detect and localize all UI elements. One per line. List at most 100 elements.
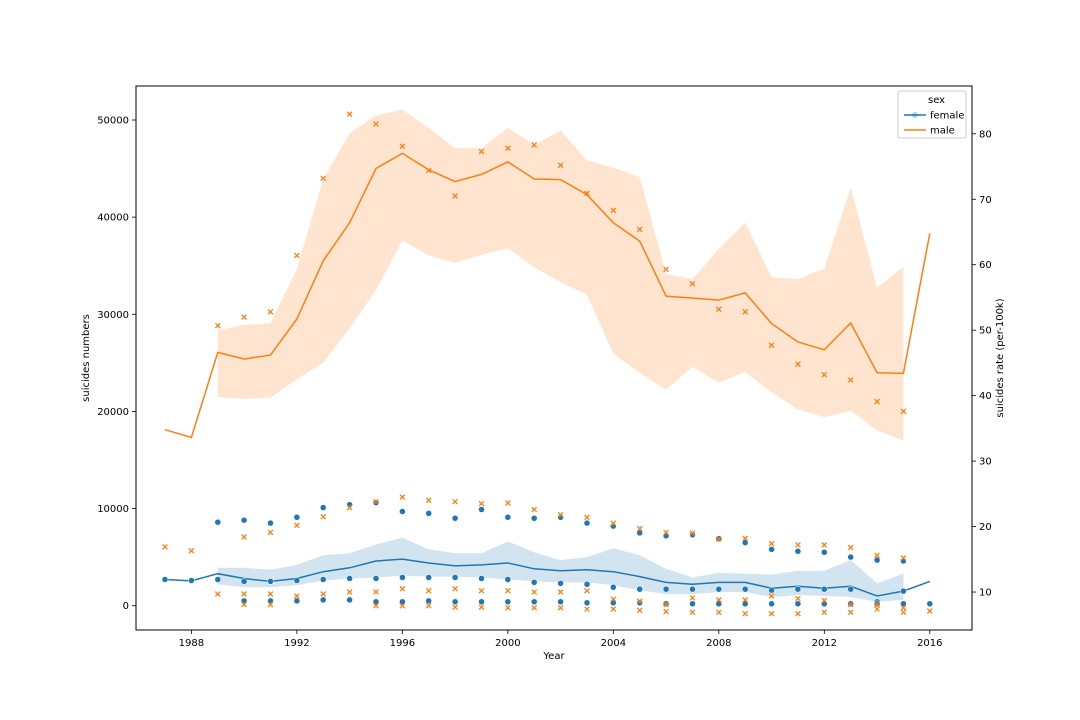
scatter-point-female	[188, 577, 195, 584]
scatter-point-female	[821, 600, 828, 608]
scatter-point-female	[504, 514, 512, 521]
x-tick-label: 2016	[917, 638, 942, 649]
y-right-tick-label: 10	[979, 588, 992, 599]
ci-bands	[217, 109, 904, 602]
scatter-point-male	[584, 587, 590, 594]
scatter-point-male	[821, 609, 828, 616]
scatter-point-male	[346, 504, 353, 511]
scatter-point-male	[847, 544, 854, 551]
scatter-point-male	[267, 601, 274, 608]
series-line-female	[164, 558, 931, 597]
scatter-point-female	[319, 596, 327, 604]
legend-box	[897, 90, 967, 139]
scatter-point-male	[663, 608, 669, 615]
scatter-point-female	[451, 574, 459, 581]
scatter-point-male	[689, 595, 696, 601]
scatter-point-female	[900, 587, 907, 595]
scatter-point-male	[504, 500, 511, 506]
scatter-point-male	[531, 589, 538, 595]
scatter-point-male	[294, 593, 300, 599]
scatter-point-female	[319, 576, 327, 583]
scatter-point-female	[240, 516, 248, 524]
scatter-point-female	[741, 585, 749, 593]
scatter-point-male	[715, 306, 722, 313]
scatter-point-female	[530, 579, 538, 586]
scatter-point-female	[161, 576, 169, 583]
scatter-point-female	[847, 585, 854, 593]
scatter-point-male	[373, 498, 379, 505]
scatter-point-male	[425, 587, 432, 594]
y-right-tick-label: 30	[979, 457, 992, 468]
scatter-point-male	[610, 596, 617, 603]
scatter-point-male	[294, 252, 300, 259]
scatter-point-female	[346, 575, 353, 582]
x-tick-label: 2004	[601, 638, 626, 649]
scatter-point-male	[452, 585, 458, 592]
scatter-point-male	[346, 589, 353, 595]
scatter-point-male	[584, 606, 590, 612]
scatter-point-male	[715, 536, 722, 542]
scatter-point-male	[742, 308, 749, 315]
scatter-point-male	[795, 361, 801, 368]
scatter-point-male	[742, 535, 749, 542]
scatter-point-male	[399, 494, 406, 500]
y-axis-left: 0 10000 20000 30000 40000 50000	[97, 116, 136, 612]
y-left-tick-label: 20000	[97, 407, 129, 418]
scatter-point-male	[214, 591, 221, 597]
scatter-point-male	[452, 193, 458, 199]
scatter-point-male	[241, 601, 247, 608]
scatter-point-female	[768, 600, 775, 608]
scatter-point-female	[768, 546, 775, 553]
scatter-point-female	[794, 585, 802, 593]
scatter-point-male	[663, 266, 669, 273]
scatter-point-female	[583, 599, 591, 607]
scatter-point-male	[768, 342, 775, 349]
y-right-tick-label: 40	[979, 391, 992, 402]
scatter-point-female	[715, 585, 723, 593]
scatter-point-male	[188, 547, 195, 554]
scatter-point-female	[425, 597, 432, 605]
scatter-point-male	[900, 555, 907, 561]
scatter-point-female	[214, 576, 222, 583]
legend-entry-male: male	[904, 126, 955, 137]
ci-band-female	[217, 537, 904, 602]
scatter-point-female	[873, 556, 881, 564]
scatter-point-male	[399, 143, 406, 150]
scatter-point-male	[768, 540, 775, 547]
scatter-point-female	[610, 584, 617, 591]
x-tick-label: 1996	[390, 638, 415, 649]
x-tick-label: 2012	[812, 638, 837, 649]
legend-label-male: male	[930, 126, 955, 137]
scatter-point-male	[425, 167, 432, 174]
scatter-point-female	[399, 508, 406, 515]
scatter-point-male	[663, 601, 669, 608]
scatter-point-male	[636, 226, 643, 233]
scatter-point-male	[900, 609, 907, 616]
scatter-point-female	[478, 575, 485, 582]
scatter-point-male	[425, 497, 432, 504]
scatter-point-female	[399, 598, 406, 606]
scatter-point-male	[742, 610, 749, 617]
scatter-markers	[161, 111, 934, 617]
scatter-point-female	[293, 514, 301, 521]
scatter-point-male	[821, 597, 828, 604]
scatter-point-male	[874, 398, 880, 405]
legend-label-female: female	[930, 111, 964, 122]
scatter-point-male	[478, 604, 485, 610]
scatter-point-male	[636, 525, 643, 532]
y-axis-right-label: suicides rate (per-100k)	[995, 298, 1006, 417]
scatter-point-male	[531, 142, 538, 148]
scatter-point-male	[689, 530, 696, 536]
scatter-point-female	[425, 574, 432, 581]
scatter-point-male	[267, 308, 274, 315]
scatter-point-male	[214, 322, 221, 329]
scatter-point-female	[821, 585, 828, 593]
scatter-point-male	[742, 597, 749, 603]
scatter-point-male	[373, 589, 379, 595]
scatter-point-male	[452, 498, 458, 505]
scatter-point-male	[821, 371, 828, 378]
scatter-point-female	[636, 585, 643, 593]
scatter-point-male	[715, 597, 722, 603]
y-right-tick-label: 80	[979, 129, 992, 140]
